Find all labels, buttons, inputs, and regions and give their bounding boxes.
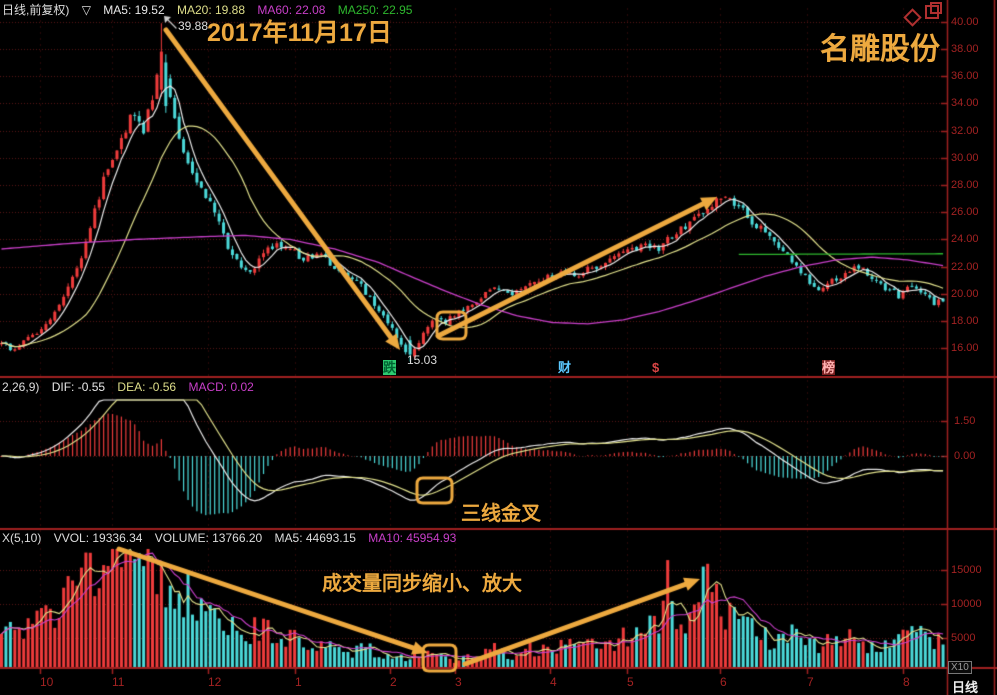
vol-ma5-value: MA5: 44693.15 xyxy=(274,531,356,545)
vol-params-label: X(5,10) xyxy=(2,531,42,545)
main-indicator-header: 日线,前复权) ▽ MA5: 19.52 MA20: 19.88 MA60: 2… xyxy=(2,1,421,18)
price-axis-label: 36.00 xyxy=(951,70,979,82)
high-price-label: 39.88 xyxy=(178,19,209,33)
low-price-label: 15.03 xyxy=(407,353,438,367)
volume-axis-label: 5000 xyxy=(951,632,976,644)
month-axis-label: 10 xyxy=(40,675,54,689)
ma20-value: MA20: 19.88 xyxy=(176,3,246,17)
macd-axis-label: 1.50 xyxy=(954,415,976,427)
macd-annotation: 三线金叉 xyxy=(461,503,541,525)
period-adjust-label: 日线,前复权) xyxy=(2,3,70,17)
volume-axis-label: 10000 xyxy=(951,598,982,610)
dea-value: DEA: -0.56 xyxy=(117,380,177,394)
month-axis-label: 8 xyxy=(903,675,910,689)
vol-ma10-value: MA10: 45954.93 xyxy=(368,531,457,545)
period-label[interactable]: 日线 xyxy=(952,680,979,695)
vvol-value: VVOL: 19336.34 xyxy=(53,531,143,545)
date-annotation: 2017年11月17日 xyxy=(207,19,392,47)
volume-axis-label: 15000 xyxy=(951,564,982,576)
toolbar-shortcut-pink-badge[interactable]: 榜 xyxy=(822,360,836,375)
stock-name: 名雕股份 xyxy=(820,33,940,66)
ma60-value: MA60: 22.08 xyxy=(257,3,326,17)
volume-unit-label: X10 xyxy=(948,661,972,674)
price-axis-label: 24.00 xyxy=(951,233,979,245)
price-axis-label: 34.00 xyxy=(951,97,979,109)
month-axis-label: 7 xyxy=(807,675,814,689)
dropdown-icon[interactable]: ▽ xyxy=(81,3,91,17)
macd-indicator-header: 2,26,9) DIF: -0.55 DEA: -0.56 MACD: 0.02 xyxy=(2,380,263,394)
price-axis-label: 30.00 xyxy=(951,152,979,164)
dif-value: DIF: -0.55 xyxy=(51,380,106,394)
ma5-value: MA5: 19.52 xyxy=(103,3,165,17)
price-axis-label: 22.00 xyxy=(951,261,979,273)
restore-window-icon[interactable] xyxy=(925,2,942,19)
volume-annotation: 成交量同步缩小、放大 xyxy=(322,573,522,595)
month-axis-label: 2 xyxy=(390,675,397,689)
month-axis-label: 5 xyxy=(627,675,634,689)
macd-value: MACD: 0.02 xyxy=(188,380,254,394)
month-axis-label: 12 xyxy=(208,675,222,689)
ma250-value: MA250: 22.95 xyxy=(337,3,413,17)
volume-value: VOLUME: 13766.20 xyxy=(154,531,263,545)
price-axis-label: 28.00 xyxy=(951,179,979,191)
month-axis-label: 4 xyxy=(550,675,557,689)
macd-params-label: 2,26,9) xyxy=(2,380,40,394)
toolbar-shortcut-cyan[interactable]: 财 xyxy=(558,360,572,375)
month-axis-label: 1 xyxy=(295,675,302,689)
month-axis-label: 6 xyxy=(720,675,727,689)
toolbar-shortcut-green-badge[interactable]: 跌 xyxy=(383,360,397,375)
macd-axis-label: 0.00 xyxy=(954,450,976,462)
price-axis-label: 18.00 xyxy=(951,315,979,327)
price-axis-label: 38.00 xyxy=(951,43,979,55)
price-axis-label: 26.00 xyxy=(951,206,979,218)
volume-indicator-header: X(5,10) VVOL: 19336.34 VOLUME: 13766.20 … xyxy=(2,531,465,545)
month-axis-label: 3 xyxy=(455,675,462,689)
month-axis-label: 11 xyxy=(112,675,125,689)
price-axis-label: 40.00 xyxy=(951,16,979,28)
price-axis-label: 20.00 xyxy=(951,288,979,300)
price-axis-label: 32.00 xyxy=(951,125,979,137)
price-axis-label: 16.00 xyxy=(951,342,979,354)
toolbar-shortcut-red[interactable]: $ xyxy=(652,360,660,375)
